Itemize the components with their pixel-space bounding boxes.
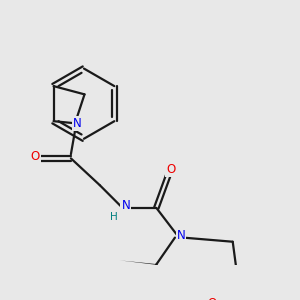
Text: N: N [122, 199, 130, 212]
Text: N: N [73, 117, 82, 130]
Text: O: O [208, 297, 217, 300]
Text: H: H [110, 212, 117, 222]
Polygon shape [119, 260, 156, 265]
Text: O: O [30, 150, 40, 163]
Text: N: N [177, 229, 185, 242]
Text: O: O [166, 163, 176, 176]
